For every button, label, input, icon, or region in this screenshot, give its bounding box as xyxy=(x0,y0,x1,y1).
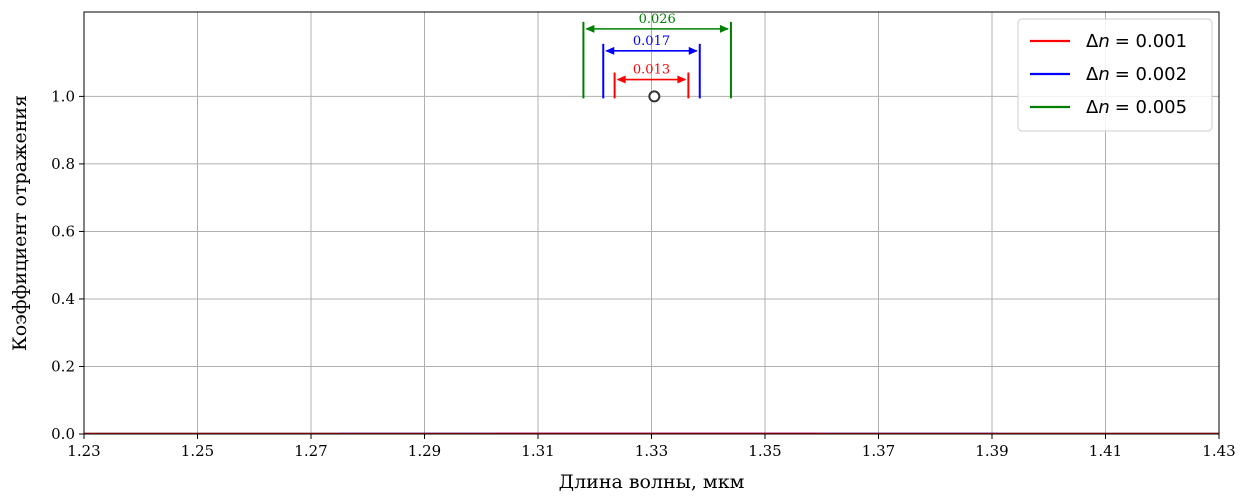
annotation-label: 0.017 xyxy=(633,34,670,49)
legend-label: Δn = 0.001 xyxy=(1086,31,1187,52)
annotation-arrowhead-right xyxy=(719,24,729,33)
x-axis-label: Длина волны, мкм xyxy=(559,471,745,493)
y-tick-label: 1.0 xyxy=(51,87,75,105)
center-wavelength-marker xyxy=(648,90,661,103)
x-tick-label: 1.37 xyxy=(862,442,895,460)
y-tick-label: 0.4 xyxy=(51,290,75,308)
y-axis-label: Коэффициент отражения xyxy=(9,95,31,351)
x-axis-ticks: 1.23 1.25 1.27 1.29 1.31 1.33 1.35 1.37 1.39 1.41… xyxy=(67,434,1236,460)
legend-label-delta: Δ xyxy=(1086,64,1099,85)
legend-label-var: n xyxy=(1098,64,1109,85)
legend-box xyxy=(1017,18,1213,132)
x-tick-label: 1.35 xyxy=(748,442,781,460)
legend-label-var: n xyxy=(1098,97,1109,118)
legend: Δn = 0.001 Δn = 0.002 Δn = 0.005 xyxy=(1017,18,1213,132)
x-tick-label: 1.33 xyxy=(635,442,668,460)
legend-label: Δn = 0.002 xyxy=(1086,64,1187,85)
legend-label-delta: Δ xyxy=(1086,97,1099,118)
legend-item-0: Δn = 0.001 xyxy=(1030,31,1187,52)
legend-item-1: Δn = 0.002 xyxy=(1030,64,1187,85)
x-tick-label: 1.25 xyxy=(181,442,214,460)
annotation-arrowhead-left xyxy=(616,75,626,84)
legend-item-2: Δn = 0.005 xyxy=(1030,97,1187,118)
x-tick-label: 1.29 xyxy=(408,442,441,460)
x-tick-label: 1.23 xyxy=(67,442,100,460)
y-tick-label: 0.2 xyxy=(51,357,75,375)
x-tick-label: 1.31 xyxy=(521,442,554,460)
annotation-arrowhead-left xyxy=(585,24,595,33)
legend-label-value: = 0.005 xyxy=(1115,97,1187,118)
legend-label-value: = 0.002 xyxy=(1115,64,1187,85)
y-tick-label: 0.8 xyxy=(51,155,75,173)
annotation-arrowhead-right xyxy=(688,46,698,55)
annotation-arrowhead-right xyxy=(677,75,687,84)
x-tick-label: 1.27 xyxy=(294,442,327,460)
legend-label: Δn = 0.005 xyxy=(1086,97,1187,118)
legend-label-value: = 0.001 xyxy=(1115,31,1187,52)
annotation-label: 0.013 xyxy=(633,63,670,78)
x-tick-label: 1.41 xyxy=(1089,442,1122,460)
bandwidth-annotations: 0.026 0.017 0.013 xyxy=(582,12,732,99)
legend-label-delta: Δ xyxy=(1086,31,1099,52)
y-tick-label: 0.0 xyxy=(51,425,75,443)
bandwidth-annotation-2: 0.013 xyxy=(613,63,690,99)
x-tick-label: 1.43 xyxy=(1202,442,1235,460)
x-tick-label: 1.39 xyxy=(975,442,1008,460)
bandwidth-annotation-1: 0.017 xyxy=(602,34,701,99)
y-axis-ticks: 0.0 0.2 0.4 0.6 0.8 1.0 xyxy=(51,87,84,443)
y-tick-label: 0.6 xyxy=(51,222,75,240)
annotation-arrowhead-left xyxy=(605,46,615,55)
bandwidth-annotation-0: 0.026 xyxy=(582,12,732,99)
legend-label-var: n xyxy=(1098,31,1109,52)
annotation-label: 0.026 xyxy=(639,12,676,27)
